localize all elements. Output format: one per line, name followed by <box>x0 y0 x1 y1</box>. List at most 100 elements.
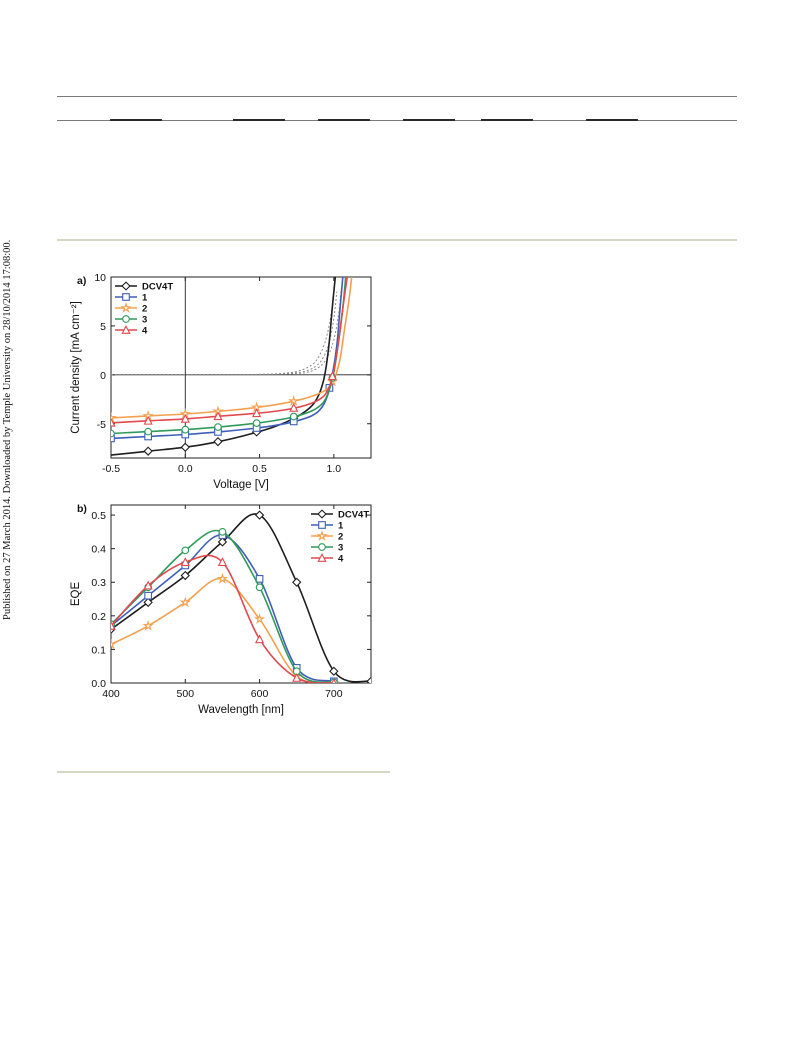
y-tick-label: 0.5 <box>91 510 106 522</box>
data-point <box>180 570 190 581</box>
dark-curve-line <box>111 296 335 376</box>
legend-marker-3 <box>318 543 326 551</box>
eqe-chart: 400 500 600 700 0.0 0.1 0.2 0.3 0.4 0.5 Wavelength… <box>70 503 372 716</box>
y-tick-label: -5 <box>97 419 106 431</box>
plot-area <box>111 510 371 683</box>
plot-area <box>111 277 371 458</box>
data-point <box>252 419 261 427</box>
plot-frame <box>110 504 372 684</box>
legend-label: 2 <box>142 304 147 315</box>
data-point <box>213 411 223 421</box>
data-point <box>253 613 266 625</box>
data-point <box>180 442 190 452</box>
x-axis-label: Voltage [V] <box>213 479 269 491</box>
plot-frame <box>110 276 372 459</box>
legend-marker-DCV4T <box>121 281 131 291</box>
table-column-mark <box>586 119 638 121</box>
y-axis-label: Current density [mA cm⁻²] <box>70 301 82 434</box>
data-point <box>180 413 190 423</box>
header-rule-top <box>57 96 737 97</box>
y-axis-label: EQE <box>70 582 82 607</box>
data-point <box>254 510 265 520</box>
data-point <box>292 577 302 587</box>
data-point <box>217 557 228 566</box>
legend-marker-3 <box>122 315 130 323</box>
data-point <box>255 583 264 592</box>
x-tick-label: 600 <box>251 688 269 700</box>
y-tick-label: 5 <box>100 321 106 333</box>
data-point <box>289 402 299 412</box>
data-point <box>111 638 117 650</box>
data-point <box>254 634 265 644</box>
data-point <box>218 528 227 536</box>
data-point <box>292 672 302 682</box>
series-line-1 <box>111 534 335 683</box>
data-point <box>111 429 115 438</box>
data-point <box>251 408 262 418</box>
data-point <box>287 395 300 406</box>
y-tick-label: 0 <box>100 370 106 382</box>
data-point <box>111 411 117 423</box>
data-point <box>327 371 337 380</box>
legend-label: 1 <box>142 293 148 304</box>
table-column-mark <box>110 119 162 121</box>
data-point <box>181 546 190 555</box>
x-tick-label: 0.5 <box>252 463 267 475</box>
x-tick-label: 0.0 <box>178 463 193 475</box>
legend-marker-1 <box>318 521 326 529</box>
legend-label: 4 <box>338 554 344 565</box>
legend-label: DCV4T <box>142 282 173 293</box>
table-column-mark <box>318 119 370 121</box>
dark-curve-line <box>111 288 342 376</box>
data-point <box>143 580 153 590</box>
data-point <box>179 596 191 608</box>
y-tick-label: 0.2 <box>91 611 106 623</box>
data-point <box>144 427 152 436</box>
y-tick-label: 0.3 <box>91 577 106 589</box>
panel-label: b) <box>77 503 87 515</box>
y-tick-label: 0.1 <box>91 644 106 656</box>
header-rule-bottom <box>57 120 737 121</box>
caption-rule <box>57 771 390 773</box>
x-tick-label: 400 <box>102 688 120 700</box>
data-point <box>216 572 229 584</box>
data-point <box>255 575 264 583</box>
x-tick-label: 1.0 <box>327 463 342 475</box>
data-point <box>289 412 298 421</box>
legend-label: 3 <box>142 315 147 326</box>
legend-marker-DCV4T <box>317 509 327 519</box>
dark-curve-line <box>111 291 338 376</box>
data-point <box>217 537 228 547</box>
legend-marker-4 <box>121 325 131 334</box>
legend-label: DCV4T <box>338 510 369 521</box>
y-tick-label: 0.0 <box>91 678 106 690</box>
data-point <box>111 434 115 443</box>
data-point <box>214 423 222 431</box>
x-tick-label: -0.5 <box>102 463 120 475</box>
data-point <box>181 425 190 434</box>
legend-label: 3 <box>338 543 343 554</box>
data-point <box>329 666 339 676</box>
y-tick-label: 10 <box>94 272 106 284</box>
legend-label: 2 <box>338 532 343 543</box>
table-column-mark <box>403 119 455 121</box>
series-line-3 <box>111 529 335 683</box>
legend-marker-2 <box>316 530 328 541</box>
table-column-mark <box>481 119 533 121</box>
data-point <box>144 591 152 600</box>
jv-chart: -0.5 0.0 0.5 1.0 -5 0 5 10 Voltage [V] Current de… <box>70 272 372 491</box>
data-point <box>331 678 337 683</box>
x-axis-label: Wavelength [nm] <box>198 704 284 716</box>
legend-label: 1 <box>338 521 344 532</box>
legend-label: 4 <box>142 326 148 337</box>
data-point <box>180 557 190 566</box>
data-point <box>143 415 153 425</box>
data-point <box>111 620 116 630</box>
data-point <box>213 436 223 447</box>
y-tick-label: 0.4 <box>91 544 106 556</box>
section-rule <box>57 239 737 241</box>
legend-marker-4 <box>317 553 327 562</box>
data-point <box>142 619 154 631</box>
